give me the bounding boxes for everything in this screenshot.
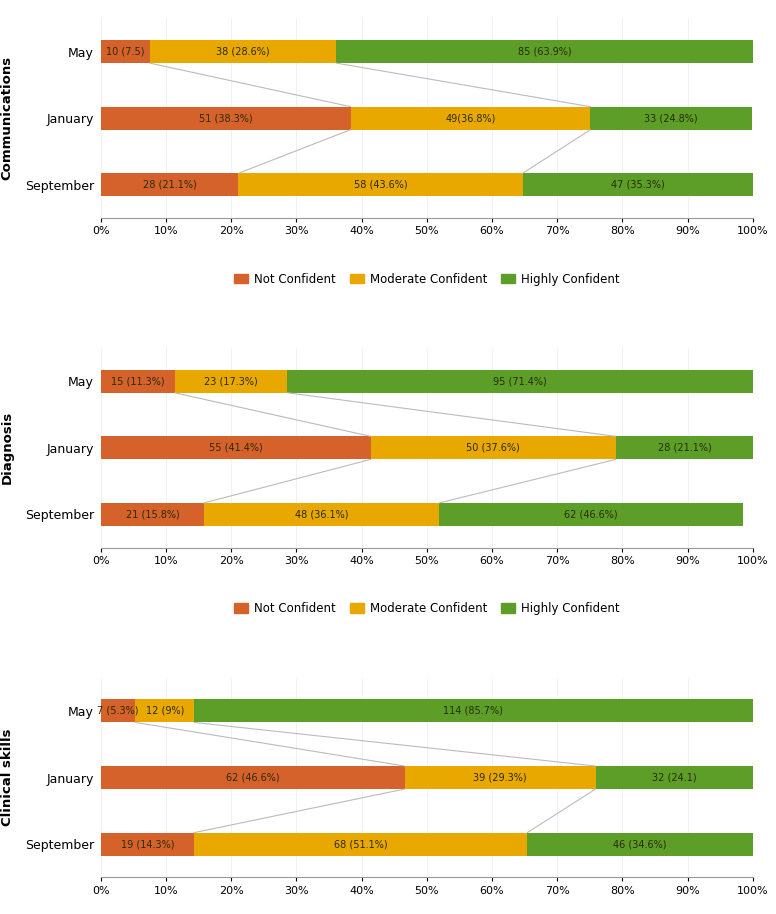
Bar xyxy=(351,107,591,130)
Bar xyxy=(522,174,753,197)
Y-axis label: Communications: Communications xyxy=(1,56,14,180)
Text: 28 (21.1%): 28 (21.1%) xyxy=(143,180,196,190)
Text: 7 (5.3%): 7 (5.3%) xyxy=(98,706,139,716)
Bar xyxy=(238,174,522,197)
Y-axis label: Diagnosis: Diagnosis xyxy=(1,411,14,484)
Text: 51 (38.3%): 51 (38.3%) xyxy=(199,113,252,123)
Text: 23 (17.3%): 23 (17.3%) xyxy=(204,377,258,387)
Text: 33 (24.8%): 33 (24.8%) xyxy=(644,113,698,123)
Bar xyxy=(136,699,194,722)
Bar xyxy=(527,833,753,856)
Text: 55 (41.4%): 55 (41.4%) xyxy=(209,443,263,452)
Bar xyxy=(439,503,743,526)
Bar xyxy=(336,40,753,63)
Bar xyxy=(287,370,753,393)
Bar xyxy=(101,699,136,722)
Text: 21 (15.8%): 21 (15.8%) xyxy=(126,509,179,519)
Bar xyxy=(101,370,175,393)
Bar xyxy=(596,766,753,789)
Legend: Not Confident, Moderate Confident, Highly Confident: Not Confident, Moderate Confident, Highl… xyxy=(229,598,625,620)
Bar xyxy=(194,833,527,856)
Bar xyxy=(101,833,194,856)
Bar xyxy=(404,766,596,789)
Bar xyxy=(101,436,371,460)
Text: 32 (24.1): 32 (24.1) xyxy=(652,772,697,782)
Bar xyxy=(204,503,439,526)
Text: 12 (9%): 12 (9%) xyxy=(146,706,184,716)
Text: 10 (7.5): 10 (7.5) xyxy=(106,47,144,57)
Bar xyxy=(194,699,753,722)
Text: 48 (36.1%): 48 (36.1%) xyxy=(295,509,348,519)
Text: 58 (43.6%): 58 (43.6%) xyxy=(354,180,407,190)
Bar xyxy=(371,436,616,460)
Text: 19 (14.3%): 19 (14.3%) xyxy=(121,839,175,849)
Bar xyxy=(175,370,287,393)
Text: 38 (28.6%): 38 (28.6%) xyxy=(217,47,270,57)
Text: 28 (21.1%): 28 (21.1%) xyxy=(658,443,712,452)
Text: 95 (71.4%): 95 (71.4%) xyxy=(493,377,547,387)
Text: 47 (35.3%): 47 (35.3%) xyxy=(611,180,664,190)
Legend: Not Confident, Moderate Confident, Highly Confident: Not Confident, Moderate Confident, Highl… xyxy=(229,268,625,291)
Text: 62 (46.6%): 62 (46.6%) xyxy=(564,509,618,519)
Text: 50 (37.6%): 50 (37.6%) xyxy=(466,443,520,452)
Text: 68 (51.1%): 68 (51.1%) xyxy=(334,839,387,849)
Text: 85 (63.9%): 85 (63.9%) xyxy=(518,47,571,57)
Bar xyxy=(150,40,336,63)
Text: 114 (85.7%): 114 (85.7%) xyxy=(443,706,504,716)
Bar xyxy=(101,174,238,197)
Bar xyxy=(616,436,753,460)
Text: 39 (29.3%): 39 (29.3%) xyxy=(473,772,527,782)
Bar xyxy=(101,503,204,526)
Bar xyxy=(101,766,404,789)
Text: 46 (34.6%): 46 (34.6%) xyxy=(613,839,667,849)
Text: 49(36.8%): 49(36.8%) xyxy=(445,113,496,123)
Bar xyxy=(101,107,351,130)
Bar xyxy=(101,40,150,63)
Y-axis label: Clinical skills: Clinical skills xyxy=(1,728,14,826)
Text: 62 (46.6%): 62 (46.6%) xyxy=(226,772,279,782)
Bar xyxy=(591,107,752,130)
Text: 15 (11.3%): 15 (11.3%) xyxy=(111,377,165,387)
